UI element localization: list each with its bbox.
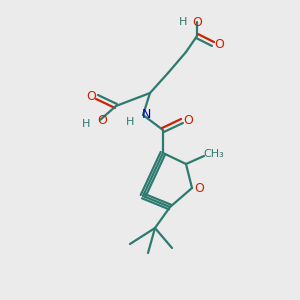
Text: H: H — [82, 119, 90, 129]
Text: H: H — [126, 117, 134, 127]
Text: H: H — [179, 17, 187, 27]
Text: O: O — [214, 38, 224, 50]
Text: O: O — [97, 113, 107, 127]
Text: O: O — [192, 16, 202, 28]
Text: O: O — [183, 115, 193, 128]
Text: O: O — [194, 182, 204, 194]
Text: CH₃: CH₃ — [204, 149, 224, 159]
Text: O: O — [86, 91, 96, 103]
Text: N: N — [141, 109, 151, 122]
